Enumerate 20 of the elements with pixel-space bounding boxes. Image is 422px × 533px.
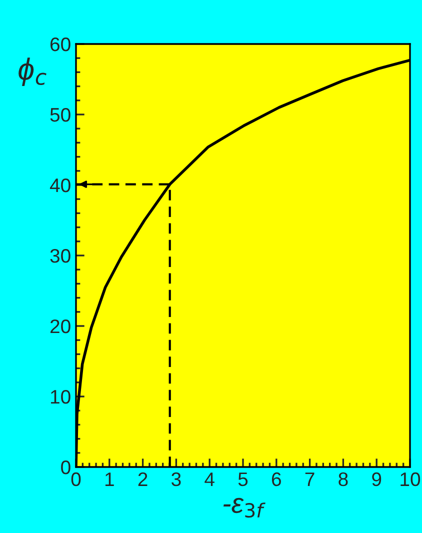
x-tick-label: 3 — [172, 472, 181, 486]
y-axis-title: ϕ$_{c}$ — [18, 58, 46, 86]
y-tick-label: 50 — [50, 108, 70, 122]
x-tick-label: 0 — [71, 472, 81, 486]
x-tick-label: 1 — [105, 472, 114, 486]
x-tick-label: 8 — [338, 472, 348, 486]
x-tick-label: 6 — [272, 472, 281, 486]
x-tick-label: 4 — [204, 472, 214, 486]
x-tick-label: 10 — [400, 472, 420, 486]
y-tick-label: 20 — [50, 319, 70, 334]
x-tick-label: 9 — [372, 472, 382, 486]
y-tick-label: 60 — [50, 37, 70, 52]
x-tick-label: 7 — [305, 472, 314, 486]
x-tick-label: 2 — [138, 472, 148, 486]
x-tick-label: 5 — [238, 472, 248, 486]
y-tick-label: 10 — [50, 390, 70, 404]
y-tick-label: 30 — [50, 248, 70, 263]
y-tick-label: 0 — [61, 460, 70, 474]
y-tick-label: 40 — [50, 178, 70, 192]
x-axis-title: -ε$_{3f}$ — [223, 498, 266, 518]
